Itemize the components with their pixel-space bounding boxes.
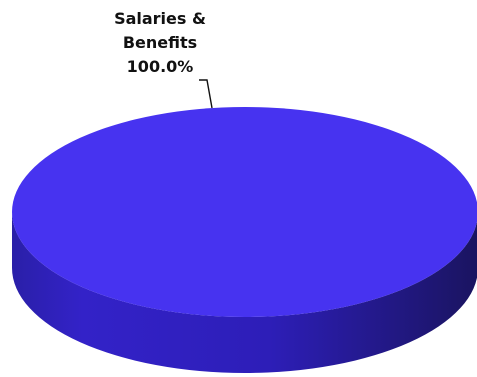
pie-slice-side-salaries-benefits — [12, 212, 477, 373]
slice-category-label: Salaries & — [114, 9, 206, 28]
slice-percent-label: 100.0% — [127, 57, 194, 76]
slice-category-label: Benefits — [123, 33, 197, 52]
pie-slice-salaries-benefits — [12, 107, 477, 317]
label-leader-line — [199, 79, 213, 109]
slice-labels: Salaries & Benefits 100.0% — [114, 9, 213, 109]
pie-slices — [12, 107, 477, 373]
